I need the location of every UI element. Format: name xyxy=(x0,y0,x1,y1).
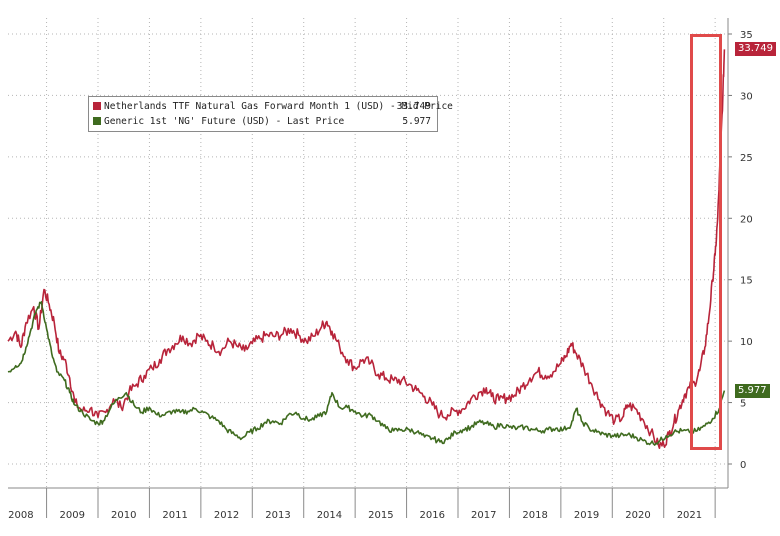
y-tick-label: 0 xyxy=(740,460,746,471)
y-tick-label: 25 xyxy=(740,153,753,164)
y-tick-label: 5 xyxy=(740,399,746,410)
legend-entry-ttf: Netherlands TTF Natural Gas Forward Mont… xyxy=(93,100,453,113)
x-tick-label: 2019 xyxy=(574,510,599,521)
legend-swatch-ng xyxy=(93,116,101,125)
x-tick-label: 2011 xyxy=(162,510,187,521)
series-line-ttf xyxy=(7,49,726,450)
x-tick-label: 2008 xyxy=(8,510,33,521)
legend-label-ng: Generic 1st 'NG' Future (USD) - Last Pri… xyxy=(104,116,345,127)
x-tick-label: 2014 xyxy=(317,510,342,521)
y-tick-label: 10 xyxy=(740,337,753,348)
series-layer xyxy=(7,49,726,450)
x-tick-label: 2012 xyxy=(214,510,239,521)
y-tick-label: 20 xyxy=(740,214,753,225)
x-tick-label: 2015 xyxy=(368,510,393,521)
y-axis: 0 5 10 15 20 25 30 35 xyxy=(727,18,753,488)
chart-legend: Netherlands TTF Natural Gas Forward Mont… xyxy=(88,96,453,132)
y-tick-label: 15 xyxy=(740,276,753,287)
x-tick-label: 2018 xyxy=(522,510,547,521)
x-tick-label: 2016 xyxy=(420,510,445,521)
x-tick-label: 2020 xyxy=(625,510,650,521)
last-value-tag-ng: 5.977 xyxy=(735,383,770,398)
last-value-tag-ttf: 33.749 xyxy=(735,42,776,57)
highlight-box xyxy=(690,34,722,450)
x-tick-label: 2009 xyxy=(60,510,85,521)
legend-value-ttf: 33.749 xyxy=(396,101,431,112)
grid-lines xyxy=(8,18,728,488)
legend-value-ng: 5.977 xyxy=(402,116,431,127)
y-tick-label: 30 xyxy=(740,91,753,102)
x-tick-label: 2021 xyxy=(677,510,702,521)
series-line-ng xyxy=(7,301,726,446)
y-tick-label: 35 xyxy=(740,30,753,41)
legend-entry-ng: Generic 1st 'NG' Future (USD) - Last Pri… xyxy=(93,115,431,128)
legend-swatch-ttf xyxy=(93,101,101,110)
x-tick-label: 2017 xyxy=(471,510,496,521)
x-tick-label: 2013 xyxy=(265,510,290,521)
x-tick-label: 2010 xyxy=(111,510,136,521)
legend-label-ttf: Netherlands TTF Natural Gas Forward Mont… xyxy=(104,101,453,112)
x-axis: 2008 2009 2010 2011 2012 2013 2014 2015 2016 2017… xyxy=(8,487,728,521)
